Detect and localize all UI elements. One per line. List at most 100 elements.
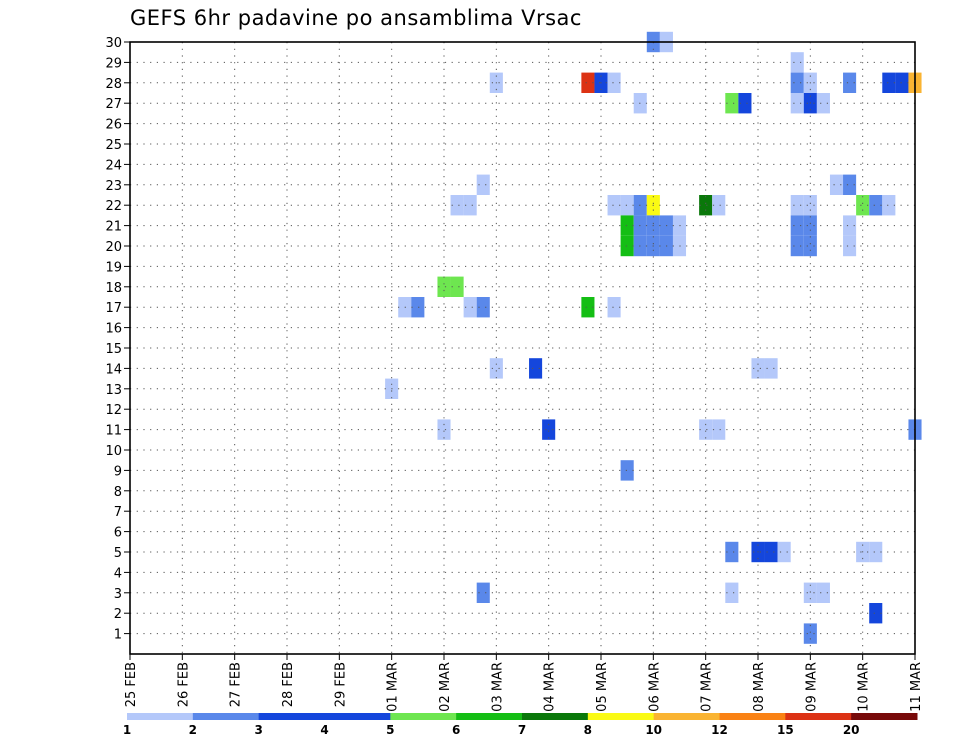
heatmap-cell <box>869 603 883 624</box>
legend-label: 5 <box>386 723 394 737</box>
legend-label: 1 <box>123 723 131 737</box>
heatmap-cell <box>607 297 621 318</box>
y-tick-label: 25 <box>105 138 122 153</box>
heatmap-cell <box>882 195 896 216</box>
heatmap-cell <box>843 215 857 236</box>
heatmap-cell <box>803 215 817 236</box>
heatmap-cell <box>450 276 464 297</box>
legend-swatch <box>127 713 194 720</box>
heatmap-cell <box>437 419 451 440</box>
legend-swatch <box>653 713 720 720</box>
heatmap-cell <box>790 72 804 93</box>
x-axis: 25 FEB 26 FEB 27 FEB 28 FEB 29 FEB 01 MAR 02 M… <box>124 654 924 712</box>
x-tick-label: 27 FEB <box>229 662 244 707</box>
heatmap-cell <box>829 174 844 195</box>
y-tick-label: 8 <box>114 485 122 500</box>
legend-swatch <box>192 713 260 720</box>
legend-swatch <box>587 713 655 720</box>
heatmap-cell <box>803 195 817 216</box>
y-tick-label: 12 <box>105 403 122 418</box>
x-tick-label: 11 MAR <box>909 662 924 712</box>
heatmap-cell <box>725 541 739 563</box>
heatmap-cell <box>607 72 621 93</box>
y-tick-label: 28 <box>105 77 122 92</box>
heatmap-cell <box>725 582 739 603</box>
legend-label: 2 <box>189 723 197 737</box>
heatmap-cell <box>476 582 490 603</box>
heatmap-cell <box>476 174 490 195</box>
y-tick-label: 23 <box>105 179 122 194</box>
y-tick-label: 6 <box>114 526 122 541</box>
legend-label: 8 <box>584 723 592 737</box>
heatmap-cell <box>437 276 451 297</box>
legend-label: 20 <box>843 723 860 737</box>
y-tick-label: 1 <box>114 628 122 643</box>
y-tick-label: 29 <box>105 56 122 71</box>
heatmap-cell <box>816 93 830 114</box>
y-tick-label: 3 <box>114 587 122 602</box>
y-tick-label: 9 <box>114 464 122 479</box>
y-tick-label: 30 <box>105 36 122 51</box>
heatmap-cell <box>790 52 804 73</box>
x-tick-label: 10 MAR <box>857 662 872 712</box>
legend-label: 3 <box>254 723 262 737</box>
x-tick-label: 01 MAR <box>386 662 401 712</box>
y-tick-label: 2 <box>114 607 122 622</box>
grid-layer <box>129 41 916 654</box>
y-tick-label: 15 <box>105 342 122 357</box>
y-tick-label: 21 <box>105 220 122 235</box>
y-axis: 1234567891011121314151617181920212223242… <box>105 36 130 643</box>
heatmap-cell <box>738 93 752 114</box>
heatmap-cell <box>882 72 896 93</box>
heatmap-cell <box>620 235 634 257</box>
legend-swatch <box>258 713 325 720</box>
color-legend: 1 2 3 4 5 6 7 8 10 12 15 20 <box>123 713 918 737</box>
legend-swatch <box>785 713 852 720</box>
heatmap-cell <box>699 195 713 216</box>
heatmap-cell <box>725 93 739 114</box>
legend-swatch <box>522 713 589 720</box>
y-tick-label: 11 <box>105 424 122 439</box>
heatmap-cell <box>816 582 830 603</box>
y-tick-label: 27 <box>105 97 122 112</box>
cells-layer <box>385 31 922 644</box>
heatmap-cell <box>489 358 503 379</box>
heatmap-cell <box>529 358 543 379</box>
x-tick-label: 04 MAR <box>543 662 558 712</box>
y-tick-label: 7 <box>114 505 122 520</box>
y-tick-label: 20 <box>105 240 122 255</box>
y-tick-label: 16 <box>105 322 122 337</box>
heatmap-cell <box>803 235 817 257</box>
y-tick-label: 17 <box>105 301 122 316</box>
chart-title: GEFS 6hr padavine po ansamblima Vrsac <box>130 6 582 30</box>
heatmap-cell <box>463 297 477 318</box>
heatmap-cell <box>843 72 857 93</box>
x-tick-label: 03 MAR <box>490 662 505 712</box>
heatmap-cell <box>869 195 883 216</box>
y-tick-label: 18 <box>105 281 122 296</box>
heatmap-cell <box>790 235 804 257</box>
heatmap-cell <box>764 541 778 563</box>
x-tick-label: 28 FEB <box>281 662 296 707</box>
heatmap-cell <box>895 72 909 93</box>
heatmap-cell <box>843 174 857 195</box>
legend-label: 6 <box>452 723 460 737</box>
heatmap-cell <box>790 215 804 236</box>
y-tick-label: 5 <box>114 546 122 561</box>
x-tick-label: 06 MAR <box>647 662 662 712</box>
x-tick-label: 08 MAR <box>752 662 767 712</box>
heatmap-cell <box>620 195 634 216</box>
heatmap-cell <box>620 460 634 481</box>
heatmap-cell <box>411 297 425 318</box>
heatmap-cell <box>790 93 804 114</box>
heatmap-cell <box>607 195 621 216</box>
heatmap-cell <box>751 358 765 379</box>
y-tick-label: 19 <box>105 260 122 275</box>
x-tick-label: 02 MAR <box>438 662 453 712</box>
legend-label: 12 <box>711 723 728 737</box>
legend-swatch <box>456 713 523 720</box>
heatmap-cell <box>803 582 817 603</box>
heatmap-cell <box>790 195 804 216</box>
heatmap-cell <box>712 419 726 440</box>
legend-label: 15 <box>777 723 794 737</box>
